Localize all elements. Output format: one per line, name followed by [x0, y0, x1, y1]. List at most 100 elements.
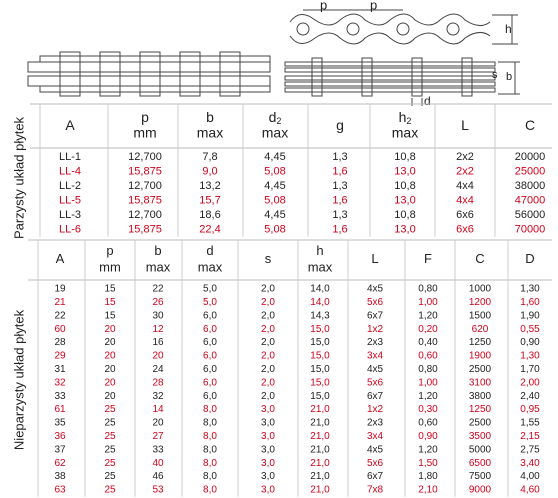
table-cell: 20 — [104, 351, 116, 362]
table-cell: 15,875 — [128, 165, 162, 177]
table-cell: 15 — [104, 284, 116, 295]
table-cell: 27 — [152, 431, 164, 442]
table-cell: 2,10 — [418, 485, 438, 496]
table-cell: 1,00 — [418, 377, 438, 388]
table-cell: 3x4 — [367, 351, 384, 362]
header-main: p — [141, 109, 149, 125]
table-cell: 2500 — [469, 364, 492, 375]
side-label: Nieparzysty układ płytek — [11, 309, 26, 450]
table-cell: 1,55 — [520, 418, 540, 429]
table-cell: 0,60 — [418, 351, 438, 362]
header-main: h — [316, 243, 323, 258]
table-cell: 4,45 — [264, 151, 285, 163]
table-cell: 31 — [54, 364, 66, 375]
table-cell: 9000 — [469, 485, 492, 496]
table-cell: 1900 — [469, 351, 492, 362]
header-main: h — [399, 109, 407, 125]
table-cell: 35 — [54, 418, 66, 429]
table-cell: 33 — [152, 444, 164, 455]
table-cell: 1,80 — [418, 471, 438, 482]
table-cell: 6,0 — [203, 364, 217, 375]
table-cell: 12,700 — [128, 151, 162, 163]
table-cell: 1,00 — [418, 297, 438, 308]
table-cell: 0,95 — [520, 404, 540, 415]
table-cell: 15,0 — [310, 364, 330, 375]
table-cell: 13,0 — [394, 194, 415, 206]
table-cell: 5,08 — [264, 223, 285, 235]
table-cell: 21,0 — [310, 404, 330, 415]
table-cell: 4x4 — [456, 180, 474, 192]
table-cell: 19 — [54, 284, 66, 295]
table-cell: 5,08 — [264, 165, 285, 177]
table-cell: 25 — [104, 471, 116, 482]
header-sub: 2 — [276, 116, 281, 126]
table-cell: 5,0 — [203, 297, 217, 308]
dim-label: b — [506, 71, 512, 83]
side-label: Parzysty układ płytek — [11, 116, 26, 239]
column-unit: max — [262, 125, 288, 141]
table-cell: 22 — [152, 284, 164, 295]
table-cell: 2500 — [469, 418, 492, 429]
table-cell: 15,0 — [310, 377, 330, 388]
dim-label: p — [370, 0, 377, 12]
table-cell: 6x7 — [367, 310, 384, 321]
table-cell: 5x6 — [367, 458, 384, 469]
dim-label: d — [424, 94, 431, 108]
table-cell: 37 — [54, 444, 66, 455]
header-main: d — [269, 109, 277, 125]
table-cell: 21,0 — [310, 458, 330, 469]
column-header: p — [106, 243, 113, 258]
table-cell: LL-4 — [59, 165, 81, 177]
table-cell: 15,7 — [199, 194, 220, 206]
table-cell: 21,0 — [310, 485, 330, 496]
table-cell: 61 — [54, 404, 66, 415]
table-cell: 1,3 — [332, 209, 347, 221]
table-cell: 1,90 — [520, 310, 540, 321]
column-header: b — [206, 109, 214, 125]
table-cell: 2,00 — [520, 377, 540, 388]
table-cell: 21 — [54, 297, 66, 308]
table-cell: 3,40 — [520, 458, 540, 469]
table-cell: 1250 — [469, 337, 492, 348]
table-cell: 1200 — [469, 297, 492, 308]
table-cell: 10,8 — [394, 151, 415, 163]
table-cell: 1,50 — [418, 458, 438, 469]
table-cell: 10,8 — [394, 180, 415, 192]
table-cell: 6,0 — [203, 351, 217, 362]
table-cell: 20 — [104, 324, 116, 335]
table-cell: 14,3 — [310, 310, 330, 321]
column-header: g — [336, 117, 344, 133]
column-header: D — [525, 251, 534, 266]
table-cell: 2,0 — [261, 364, 275, 375]
table-cell: 4,60 — [520, 485, 540, 496]
table-cell: 3500 — [469, 431, 492, 442]
column-unit: max — [198, 259, 223, 274]
table-cell: 2,0 — [261, 351, 275, 362]
table-cell: 15,875 — [128, 223, 162, 235]
column-header: F — [424, 251, 432, 266]
table-cell: 6x7 — [367, 391, 384, 402]
table-cell: 7,8 — [202, 151, 217, 163]
chain-side-view — [27, 51, 271, 97]
table-cell: 5x6 — [367, 297, 384, 308]
table-cell: 12,700 — [128, 180, 162, 192]
table-cell: 20 — [104, 391, 116, 402]
table-cell: 1,70 — [520, 364, 540, 375]
table-cell: 0,55 — [520, 324, 540, 335]
table-cell: 38000 — [515, 180, 546, 192]
header-main: s — [265, 251, 272, 266]
table-cell: 1,20 — [418, 444, 438, 455]
table-cell: 4x4 — [456, 194, 474, 206]
table-cell: 0,90 — [520, 337, 540, 348]
column-header: p — [141, 109, 149, 125]
table-cell: 8,0 — [203, 404, 217, 415]
table-cell: 7x8 — [367, 485, 384, 496]
table-cell: 2,0 — [261, 284, 275, 295]
table-cell: 2,0 — [261, 377, 275, 388]
table-cell: 13,0 — [394, 223, 415, 235]
table-cell: 18,6 — [199, 209, 220, 221]
table-cell: 1,30 — [520, 284, 540, 295]
header-main: A — [56, 251, 65, 266]
table-cell: 25 — [104, 431, 116, 442]
